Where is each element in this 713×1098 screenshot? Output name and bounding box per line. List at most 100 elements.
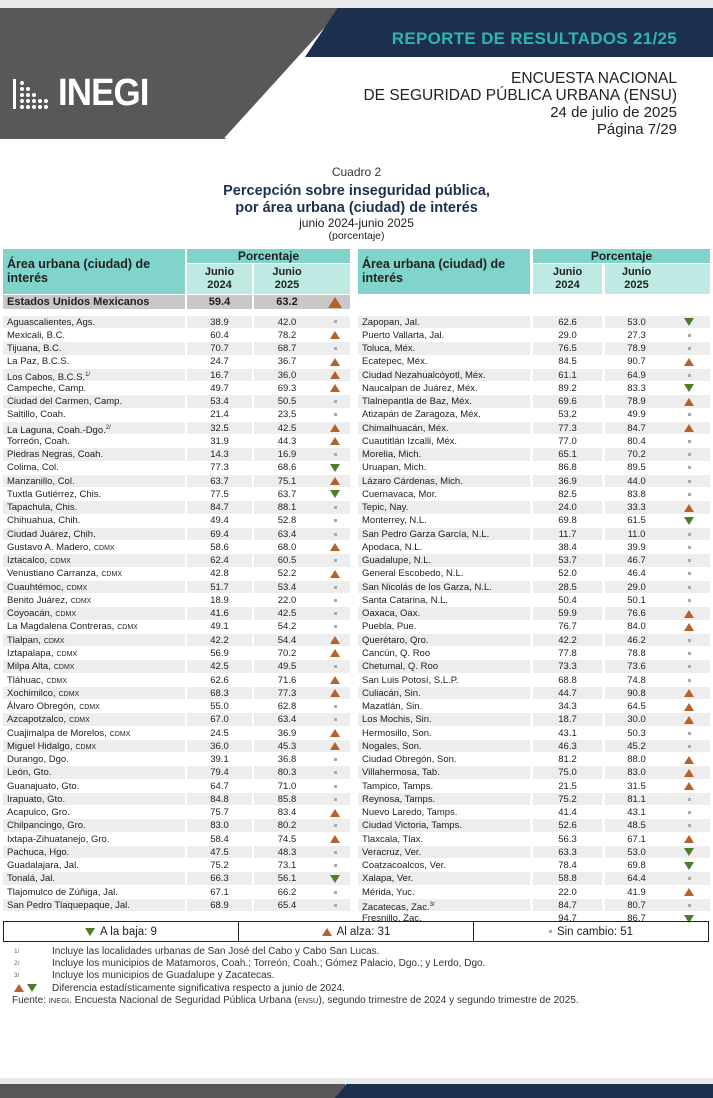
- city-name-text: Miguel Hidalgo,: [7, 740, 73, 752]
- city-name-text: Coyoacán,: [7, 608, 53, 620]
- value-2024: 69.8: [558, 515, 577, 527]
- city-name-text: Gustavo A. Madero,: [7, 541, 91, 553]
- footnote-ref: 2/: [105, 424, 111, 431]
- city-name-text: Los Mochis, Sin.: [362, 714, 432, 726]
- table-row: Cuauhtémoc, CDMX 51.7 53.4: [3, 580, 350, 594]
- city-name: Chihuahua, Chih.: [3, 514, 185, 527]
- change-indicator: [668, 912, 710, 925]
- city-name-text: Ecatepec, Méx.: [362, 356, 428, 368]
- city-name-text: Naucalpan de Juárez, Méx.: [362, 382, 478, 394]
- city-name: Mexicali, B.C.: [3, 329, 185, 342]
- city-name-text: Ciudad del Carmen, Camp.: [7, 396, 123, 408]
- table-row: Ciudad Juárez, Chih. 69.4 63.4: [3, 527, 350, 541]
- change-indicator: [320, 541, 350, 554]
- city-name: Tlaxcala, Tlax.: [358, 833, 530, 846]
- city-name-text: Xochimilco,: [7, 687, 56, 699]
- table-row: Lázaro Cárdenas, Mich. 36.9 44.0: [358, 474, 710, 488]
- city-name-text: La Paz, B.C.S.: [7, 356, 70, 368]
- table-row: Cuajimalpa de Morelos, CDMX 24.5 36.9: [3, 727, 350, 740]
- change-indicator: [320, 647, 350, 660]
- value-2025: 16.9: [254, 448, 320, 461]
- city-name: Ciudad Obregón, Son.: [358, 753, 530, 766]
- value-2025: 31.5: [627, 780, 646, 792]
- city-name: Coatzacoalcos, Ver.: [358, 859, 530, 872]
- city-name: Azcapotzalco, CDMX: [3, 713, 185, 726]
- city-name-text: Mazatlán, Sin.: [362, 701, 423, 713]
- value-2025: 63.2: [254, 295, 320, 309]
- city-name-text: Cuernavaca, Mor.: [362, 488, 437, 500]
- city-name-text: Tijuana, B.C.: [7, 343, 62, 355]
- city-name: Nogales, Son.: [358, 739, 530, 753]
- value-2024: 77.0: [558, 435, 577, 447]
- table-row: Zacatecas, Zac.3/84.7 80.7: [358, 898, 710, 913]
- value-2024: 22.0: [558, 886, 577, 898]
- down-triangle-icon: [684, 317, 694, 326]
- footnote-ref: 3/: [429, 901, 435, 908]
- city-name-text: Aguascalientes, Ags.: [7, 316, 96, 328]
- table-row: Ecatepec, Méx. 84.5 90.7: [358, 355, 710, 368]
- up-triangle-icon: [684, 622, 694, 631]
- city-state-abbr: CDMX: [79, 704, 100, 712]
- city-name: San Nicolás de los Garza, N.L.: [358, 580, 530, 594]
- table-row: Iztapalapa, CDMX 56.9 70.2: [3, 647, 350, 660]
- value-2025: 80.4: [627, 435, 646, 447]
- change-indicator: [668, 421, 710, 435]
- city-name: Cuernavaca, Mor.: [358, 488, 530, 501]
- change-indicator: [320, 448, 350, 461]
- table-left: Área urbana (ciudad) de interés Porcentaj…: [3, 249, 350, 912]
- value-2024: 86.8: [558, 462, 577, 474]
- value-2025: 88.0: [627, 754, 646, 766]
- city-name-text: Xalapa, Ver.: [362, 873, 414, 885]
- change-indicator: [320, 898, 350, 912]
- no-change-dot-icon: [687, 559, 691, 563]
- table-row: Mexicali, B.C. 60.4 78.2: [3, 329, 350, 342]
- table-row: Tlajomulco de Zúñiga, Jal. 67.1 66.2: [3, 886, 350, 899]
- city-name-text: Cuautitlán Izcalli, Méx.: [362, 435, 458, 447]
- header-blank: [668, 264, 710, 294]
- up-triangle-icon: [684, 835, 694, 844]
- table-row: Tapachula, Chis. 84.7 88.1: [3, 501, 350, 514]
- no-change-dot-icon: [333, 784, 337, 788]
- table-row: Oaxaca, Oax. 59.9 76.6: [358, 607, 710, 620]
- value-2025: 27.3: [627, 329, 646, 341]
- legend-down-label: A la baja: 9: [100, 925, 157, 938]
- change-indicator: [320, 567, 350, 580]
- no-change-dot-icon: [333, 453, 337, 457]
- table-row: Tampico, Tamps. 21.5 31.5: [358, 780, 710, 793]
- change-indicator: [320, 633, 350, 647]
- significance-icons: [14, 983, 52, 995]
- change-indicator: [668, 819, 710, 832]
- change-indicator: [668, 541, 710, 554]
- city-name: Fresnillo, Zac.: [358, 912, 530, 925]
- change-indicator: [668, 435, 710, 448]
- change-indicator: [668, 886, 710, 899]
- change-indicator: [320, 501, 350, 514]
- change-indicator: [668, 368, 710, 382]
- city-state-abbr: CDMX: [101, 571, 122, 579]
- city-name: Cancún, Q. Roo: [358, 647, 530, 660]
- change-indicator: [668, 859, 710, 872]
- city-name: Estados Unidos Mexicanos: [3, 295, 185, 309]
- value-2025: 80.3: [254, 766, 320, 779]
- source-ensu: ENSU: [297, 995, 319, 1005]
- value-2025: 71.6: [277, 674, 297, 686]
- city-name-text: Santa Catarina, N.L.: [362, 594, 449, 606]
- value-2025: 63.4: [254, 713, 320, 726]
- city-name-text: La Magdalena Contreras,: [7, 621, 115, 633]
- value-2024: 69.6: [533, 395, 602, 408]
- city-name: Tuxtla Gutiérrez, Chis.: [3, 488, 185, 501]
- city-name-text: Guanajuato, Gto.: [7, 780, 80, 792]
- value-2025: 42.0: [254, 315, 320, 328]
- value-2025: 69.3: [277, 382, 297, 394]
- footnote-text: Incluye las localidades urbanas de San J…: [52, 946, 380, 957]
- value-2024: 55.0: [210, 701, 229, 713]
- up-triangle-icon: [330, 689, 340, 698]
- footnotes: 1/Incluye las localidades urbanas de San…: [12, 946, 579, 1007]
- table-row: Nuevo Laredo, Tamps. 41.4 43.1: [358, 806, 710, 819]
- value-2025: 78.2: [277, 329, 297, 341]
- city-name: Saltillo, Coah.: [3, 408, 185, 421]
- table-row: Ciudad Nezahualcóyotl, Méx. 61.1 64.9: [358, 368, 710, 382]
- value-2025: 67.1: [627, 833, 646, 845]
- table-row: Iztacalco, CDMX 62.4 60.5: [3, 554, 350, 567]
- value-2024: 42.2: [187, 633, 252, 647]
